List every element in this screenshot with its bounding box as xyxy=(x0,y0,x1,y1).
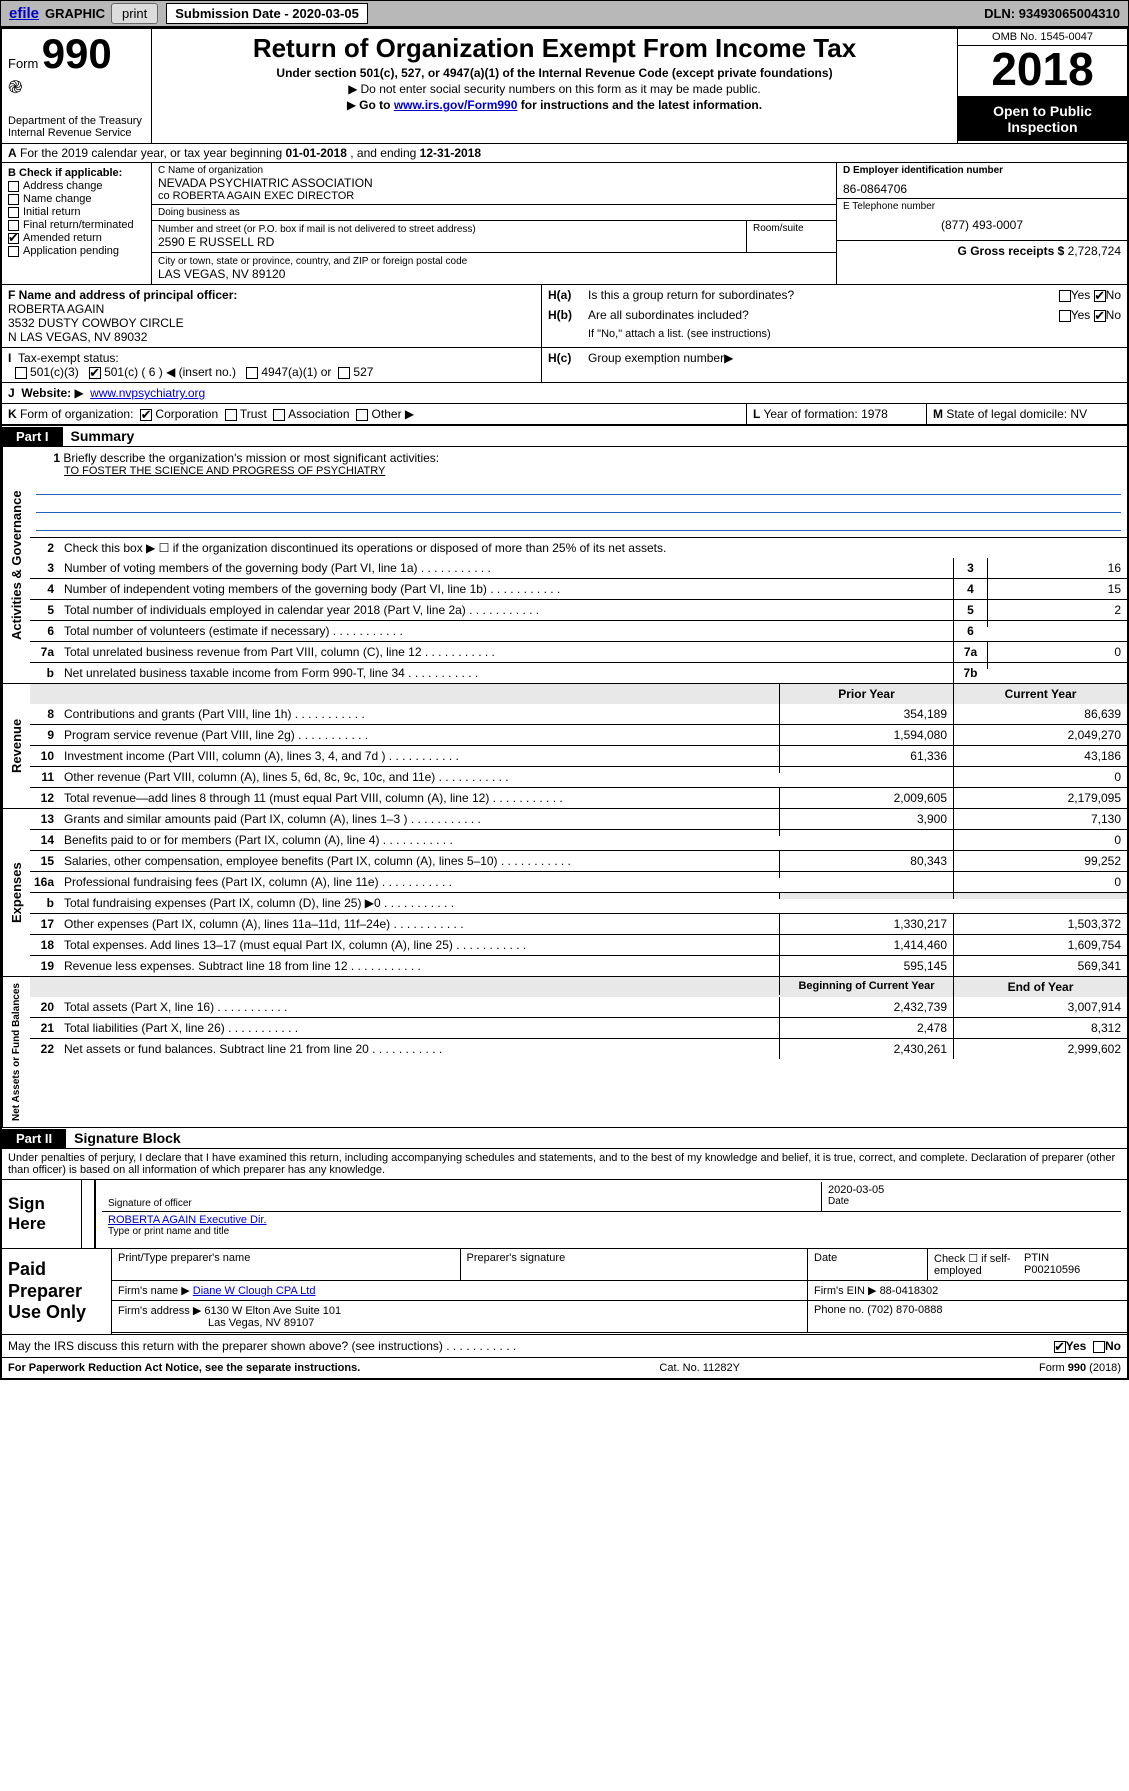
field-tax-exempt: I Tax-exempt status: 501(c)(3) 501(c) ( … xyxy=(2,348,542,382)
chk-application-pending[interactable]: Application pending xyxy=(8,245,145,257)
side-revenue: Revenue xyxy=(2,684,30,808)
field-org-name: C Name of organization NEVADA PSYCHIATRI… xyxy=(152,163,836,205)
field-h-note: If "No," attach a list. (see instruction… xyxy=(542,325,1127,343)
field-gross-receipts: G Gross receipts $ 2,728,724 xyxy=(837,241,1127,261)
chk-address-change[interactable]: Address change xyxy=(8,180,145,192)
note-ssn: Do not enter social security numbers on … xyxy=(162,82,947,96)
website-link[interactable]: www.nvpsychiatry.org xyxy=(90,386,205,400)
line-18: 18 Total expenses. Add lines 13–17 (must… xyxy=(30,934,1127,955)
chk-name-change[interactable]: Name change xyxy=(8,193,145,205)
irs-seal-icon: ֎ xyxy=(8,75,145,99)
field-h-b: H(b) Are all subordinates included? Yes … xyxy=(542,305,1127,325)
line-19: 19 Revenue less expenses. Subtract line … xyxy=(30,955,1127,976)
footer-row: For Paperwork Reduction Act Notice, see … xyxy=(2,1357,1127,1378)
part-2-header: Part II Signature Block xyxy=(2,1127,1127,1148)
field-room: Room/suite xyxy=(746,221,836,252)
line-15: 15 Salaries, other compensation, employe… xyxy=(30,850,1127,871)
submission-date-box: Submission Date - 2020-03-05 xyxy=(166,3,368,24)
line-14: 14 Benefits paid to or for members (Part… xyxy=(30,829,1127,850)
part-1-header: Part I Summary xyxy=(2,425,1127,446)
field-form-of-org: K Form of organization: Corporation Trus… xyxy=(2,404,747,424)
gov-line-7b: b Net unrelated business taxable income … xyxy=(30,662,1127,683)
col-b-checkboxes: B Check if applicable: Address change Na… xyxy=(2,163,152,284)
instructions-link[interactable]: www.irs.gov/Form990 xyxy=(394,98,518,112)
preparer-ptin: Check ☐ if self-employed PTINP00210596 xyxy=(927,1249,1127,1281)
form-id-block: Form 990 ֎ Department of the Treasury In… xyxy=(2,29,152,143)
preparer-name-hdr: Print/Type preparer's name xyxy=(112,1249,460,1281)
line-2-discontinued: Check this box ▶ ☐ if the organization d… xyxy=(60,538,1127,558)
field-street: Number and street (or P.O. box if mail i… xyxy=(152,221,746,252)
field-h-a: H(a) Is this a group return for subordin… xyxy=(542,285,1127,305)
firm-address: Firm's address ▶ 6130 W Elton Ave Suite … xyxy=(112,1301,807,1333)
line-b: b Total fundraising expenses (Part IX, c… xyxy=(30,892,1127,913)
graphic-label: GRAPHIC xyxy=(45,6,105,21)
line-16a: 16a Professional fundraising fees (Part … xyxy=(30,871,1127,892)
line-21: 21 Total liabilities (Part X, line 26) 2… xyxy=(30,1017,1127,1038)
firm-phone: Phone no. (702) 870-0888 xyxy=(807,1301,1127,1333)
gov-line-3: 3 Number of voting members of the govern… xyxy=(30,558,1127,578)
signature-date: 2020-03-05 Date xyxy=(821,1182,1121,1211)
print-button[interactable]: print xyxy=(111,3,158,24)
line-20: 20 Total assets (Part X, line 16) 2,432,… xyxy=(30,997,1127,1017)
side-expenses: Expenses xyxy=(2,809,30,976)
top-toolbar: efile GRAPHIC print Submission Date - 20… xyxy=(0,0,1129,27)
chk-initial-return[interactable]: Initial return xyxy=(8,206,145,218)
officer-name: ROBERTA AGAIN Executive Dir. Type or pri… xyxy=(102,1212,1121,1239)
gov-line-6: 6 Total number of volunteers (estimate i… xyxy=(30,620,1127,641)
line-8: 8 Contributions and grants (Part VIII, l… xyxy=(30,704,1127,724)
field-year-formation: L Year of formation: 1978 xyxy=(747,404,927,424)
gov-line-7a: 7a Total unrelated business revenue from… xyxy=(30,641,1127,662)
field-h-c: H(c) Group exemption number xyxy=(542,348,1127,382)
field-phone: E Telephone number (877) 493-0007 xyxy=(837,199,1127,241)
preparer-date-hdr: Date xyxy=(807,1249,927,1281)
preparer-sig-hdr: Preparer's signature xyxy=(460,1249,808,1281)
line-9: 9 Program service revenue (Part VIII, li… xyxy=(30,724,1127,745)
line-11: 11 Other revenue (Part VIII, column (A),… xyxy=(30,766,1127,787)
side-governance: Activities & Governance xyxy=(2,447,30,683)
form-container: Form 990 ֎ Department of the Treasury In… xyxy=(0,27,1129,1380)
sign-here-label: Sign Here xyxy=(2,1180,82,1248)
efile-link[interactable]: efile xyxy=(9,5,39,22)
chk-final-return[interactable]: Final return/terminated xyxy=(8,219,145,231)
field-principal-officer: F Name and address of principal officer:… xyxy=(2,285,542,347)
line-12: 12 Total revenue—add lines 8 through 11 … xyxy=(30,787,1127,808)
gov-line-4: 4 Number of independent voting members o… xyxy=(30,578,1127,599)
paid-preparer-label: Paid Preparer Use Only xyxy=(2,1249,112,1334)
field-website: J Website: www.nvpsychiatry.org xyxy=(2,383,1127,403)
note-link: Go to www.irs.gov/Form990 for instructio… xyxy=(162,98,947,112)
col-headers-netassets: Beginning of Current Year End of Year xyxy=(30,977,1127,997)
form-title: Return of Organization Exempt From Incom… xyxy=(162,33,947,64)
tax-year: 2018 xyxy=(958,46,1127,97)
line-10: 10 Investment income (Part VIII, column … xyxy=(30,745,1127,766)
dln-label: DLN: 93493065004310 xyxy=(976,4,1128,23)
mission-text: TO FOSTER THE SCIENCE AND PROGRESS OF PS… xyxy=(36,465,1121,477)
irs-discuss-row: May the IRS discuss this return with the… xyxy=(2,1334,1127,1357)
col-headers-revenue: Prior Year Current Year xyxy=(30,684,1127,704)
side-net-assets: Net Assets or Fund Balances xyxy=(2,977,30,1127)
firm-name: Firm's name ▶ Diane W Clough CPA Ltd xyxy=(112,1281,807,1301)
field-dba: Doing business as xyxy=(152,205,836,221)
form-subtitle: Under section 501(c), 527, or 4947(a)(1)… xyxy=(162,66,947,80)
chk-amended-return[interactable]: Amended return xyxy=(8,232,145,244)
field-state-domicile: M State of legal domicile: NV xyxy=(927,404,1127,424)
line-13: 13 Grants and similar amounts paid (Part… xyxy=(30,809,1127,829)
signature-field[interactable]: Signature of officer xyxy=(102,1182,821,1211)
gov-line-5: 5 Total number of individuals employed i… xyxy=(30,599,1127,620)
field-city: City or town, state or province, country… xyxy=(152,253,836,284)
perjury-statement: Under penalties of perjury, I declare th… xyxy=(2,1148,1127,1179)
inspection-badge: Open to Public Inspection xyxy=(958,97,1127,141)
field-ein: D Employer identification number 86-0864… xyxy=(837,163,1127,199)
line-22: 22 Net assets or fund balances. Subtract… xyxy=(30,1038,1127,1059)
line-17: 17 Other expenses (Part IX, column (A), … xyxy=(30,913,1127,934)
firm-ein: Firm's EIN ▶ 88-0418302 xyxy=(807,1281,1127,1301)
dept-label: Department of the Treasury Internal Reve… xyxy=(8,115,145,139)
row-a-tax-year: A For the 2019 calendar year, or tax yea… xyxy=(2,144,1127,163)
col-b-header: B Check if applicable: xyxy=(8,167,145,179)
